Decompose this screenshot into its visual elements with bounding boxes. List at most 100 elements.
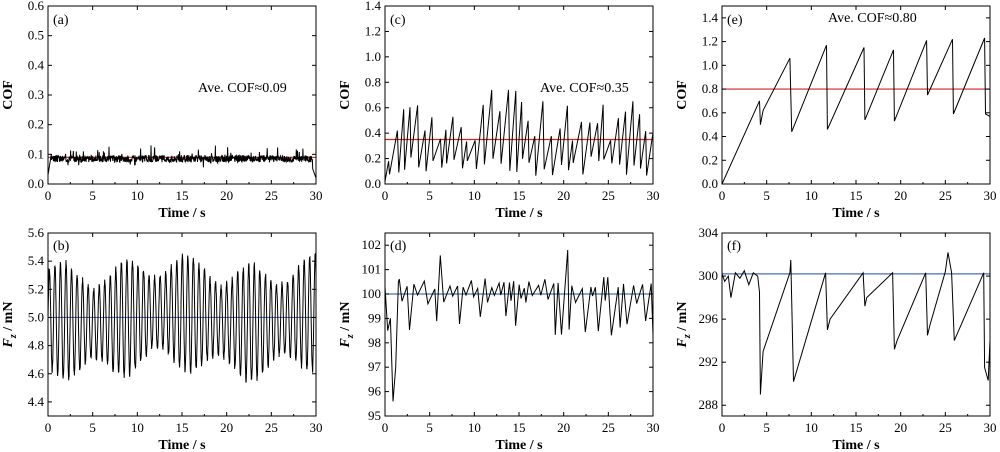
y-tick-label-e: 0.2 bbox=[702, 152, 718, 167]
panel-tag-b: (b) bbox=[53, 239, 70, 254]
x-axis-label-c: Time / s bbox=[495, 206, 543, 221]
x-tick-label-d: 0 bbox=[382, 420, 389, 435]
panel-b: 0 5 10 15 20 25 30 4.4 4.6 4.8 5.0 5.2 5.4 5.6 Time / … bbox=[1, 225, 323, 452]
x-tick-label-f: 25 bbox=[939, 420, 952, 435]
x-tick-label-d: 20 bbox=[557, 420, 570, 435]
x-tick-label-d: 10 bbox=[468, 420, 481, 435]
x-tick-label-f: 15 bbox=[850, 420, 863, 435]
x-tick-label-c: 15 bbox=[513, 188, 526, 203]
x-axis-label-a: Time / s bbox=[158, 206, 206, 221]
y-tick-label-f: 304 bbox=[699, 225, 719, 240]
y-tick-label-a: 0.1 bbox=[28, 146, 44, 161]
y-tick-label-a: 0.3 bbox=[28, 87, 44, 102]
panel-tag-a: (a) bbox=[53, 13, 69, 28]
y-tick-label-a: 0.0 bbox=[28, 176, 44, 191]
y-tick-label-b: 5.2 bbox=[28, 281, 44, 296]
x-axis-label-f: Time / s bbox=[832, 438, 880, 452]
x-tick-label-a: 20 bbox=[220, 188, 233, 203]
y-axis-label-d: Fz / mN bbox=[338, 302, 356, 349]
x-tick-label-a: 25 bbox=[265, 188, 278, 203]
y-tick-label-f: 296 bbox=[699, 311, 719, 326]
y-tick-label-e: 1.0 bbox=[702, 57, 718, 72]
y-axis-label-f: Fz / mN bbox=[675, 302, 693, 349]
panel-f: 0 5 10 15 20 25 30 288 292 296 300 304 Time / s Fz / … bbox=[675, 225, 997, 452]
x-tick-label-a: 0 bbox=[45, 188, 52, 203]
x-tick-label-f: 20 bbox=[894, 420, 907, 435]
y-tick-label-b: 4.6 bbox=[28, 366, 45, 381]
x-tick-label-b: 15 bbox=[176, 420, 189, 435]
y-tick-label-c: 0.2 bbox=[365, 151, 381, 166]
y-tick-label-d: 98 bbox=[368, 335, 381, 350]
y-tick-label-b: 5.0 bbox=[28, 309, 44, 324]
x-tick-label-e: 15 bbox=[850, 188, 863, 203]
panel-tag-e: (e) bbox=[727, 13, 743, 28]
x-tick-label-a: 10 bbox=[131, 188, 144, 203]
x-tick-label-c: 10 bbox=[468, 188, 481, 203]
y-tick-label-e: 0.4 bbox=[702, 129, 719, 144]
y-tick-label-c: 0.8 bbox=[365, 74, 381, 89]
panel-a: 0 5 10 15 20 25 30 0.0 0.1 0.2 0.3 0.4 0.5 0.6 Time / … bbox=[1, 0, 323, 221]
y-tick-label-a: 0.5 bbox=[28, 28, 44, 43]
x-tick-label-d: 15 bbox=[513, 420, 526, 435]
y-tick-label-e: 1.4 bbox=[702, 10, 719, 25]
annotation-c: Ave. COF≈0.35 bbox=[540, 81, 629, 96]
data-line-b bbox=[48, 253, 316, 383]
y-tick-label-f: 288 bbox=[699, 397, 719, 412]
y-tick-label-b: 5.6 bbox=[28, 225, 45, 240]
data-line-f bbox=[722, 252, 990, 395]
x-tick-label-f: 30 bbox=[984, 420, 997, 435]
x-tick-label-f: 10 bbox=[805, 420, 818, 435]
annotation-a: Ave. COF≈0.09 bbox=[198, 81, 287, 96]
y-tick-label-f: 300 bbox=[699, 268, 719, 283]
x-axis-label-d: Time / s bbox=[495, 438, 543, 452]
y-tick-label-c: 1.2 bbox=[365, 23, 381, 38]
x-tick-label-e: 0 bbox=[719, 188, 726, 203]
y-tick-label-d: 96 bbox=[368, 384, 382, 399]
y-tick-label-e: 0.6 bbox=[702, 105, 719, 120]
x-tick-label-b: 20 bbox=[220, 420, 233, 435]
y-tick-label-e: 1.2 bbox=[702, 34, 718, 49]
y-tick-label-e: 0.0 bbox=[702, 176, 718, 191]
y-tick-label-c: 1.0 bbox=[365, 49, 381, 64]
x-tick-label-b: 30 bbox=[310, 420, 323, 435]
x-tick-label-b: 25 bbox=[265, 420, 278, 435]
y-tick-label-d: 97 bbox=[368, 359, 382, 374]
x-tick-label-c: 30 bbox=[647, 188, 660, 203]
y-tick-label-d: 100 bbox=[362, 286, 382, 301]
panel-tag-f: (f) bbox=[727, 239, 741, 254]
plot-frame-e bbox=[721, 5, 991, 185]
y-tick-label-a: 0.4 bbox=[28, 57, 45, 72]
data-line-a bbox=[48, 145, 316, 179]
x-tick-label-d: 5 bbox=[426, 420, 433, 435]
x-tick-label-e: 25 bbox=[939, 188, 952, 203]
x-tick-label-d: 25 bbox=[602, 420, 615, 435]
x-tick-label-a: 30 bbox=[310, 188, 323, 203]
y-axis-label-e: COF bbox=[675, 80, 690, 110]
x-tick-label-f: 5 bbox=[763, 420, 770, 435]
x-tick-label-b: 5 bbox=[89, 420, 96, 435]
y-axis-label-b: Fz / mN bbox=[1, 302, 19, 349]
y-tick-label-b: 4.8 bbox=[28, 338, 44, 353]
x-tick-label-c: 0 bbox=[382, 188, 389, 203]
y-tick-label-c: 1.4 bbox=[365, 0, 382, 13]
y-tick-label-a: 0.2 bbox=[28, 117, 44, 132]
annotation-e: Ave. COF≈0.80 bbox=[828, 11, 917, 26]
y-tick-label-f: 292 bbox=[699, 354, 719, 369]
x-tick-label-b: 0 bbox=[45, 420, 52, 435]
data-line-d bbox=[385, 249, 653, 402]
y-axis-label-a: COF bbox=[1, 80, 16, 110]
x-tick-label-e: 30 bbox=[984, 188, 997, 203]
panel-tag-c: (c) bbox=[390, 13, 406, 28]
y-tick-label-e: 0.8 bbox=[702, 81, 718, 96]
x-tick-label-f: 0 bbox=[719, 420, 726, 435]
y-tick-label-c: 0.6 bbox=[365, 100, 382, 115]
x-tick-label-b: 10 bbox=[131, 420, 144, 435]
y-tick-label-d: 95 bbox=[368, 408, 381, 423]
y-tick-label-d: 101 bbox=[362, 262, 382, 277]
data-line-e bbox=[722, 37, 990, 184]
x-tick-label-e: 20 bbox=[894, 188, 907, 203]
x-tick-label-a: 5 bbox=[89, 188, 96, 203]
x-tick-label-d: 30 bbox=[647, 420, 660, 435]
y-tick-label-b: 5.4 bbox=[28, 253, 45, 268]
